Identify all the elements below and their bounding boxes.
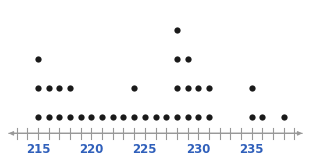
Text: 220: 220 (79, 143, 104, 156)
Text: 230: 230 (186, 143, 211, 156)
Text: 235: 235 (239, 143, 264, 156)
Text: 215: 215 (26, 143, 50, 156)
Text: 225: 225 (132, 143, 157, 156)
